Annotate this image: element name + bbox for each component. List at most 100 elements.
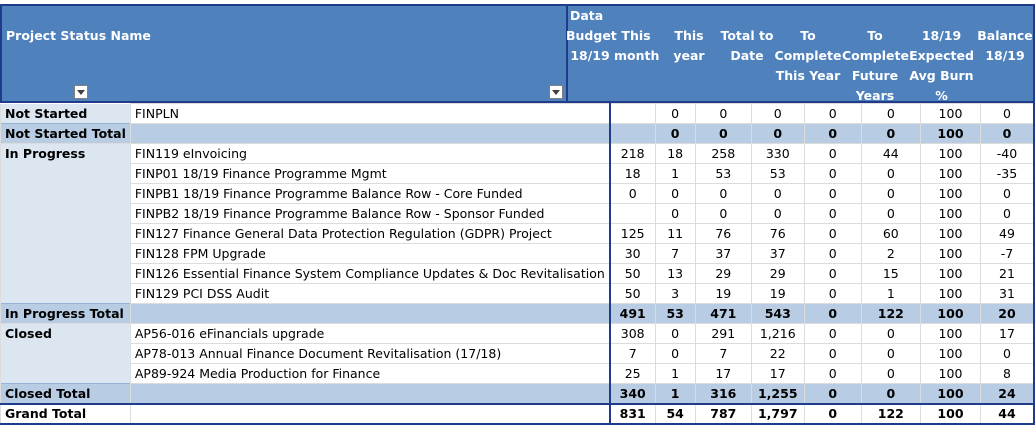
value-cell[interactable]: 1 — [654, 383, 696, 404]
value-cell[interactable]: 100 — [919, 303, 982, 324]
value-cell[interactable]: 100 — [919, 143, 982, 164]
value-cell[interactable]: 100 — [919, 343, 982, 364]
value-cell[interactable]: 24 — [980, 383, 1035, 404]
value-cell[interactable]: 100 — [919, 103, 982, 124]
value-cell[interactable]: 340 — [608, 383, 656, 404]
value-cell[interactable]: 19 — [694, 283, 752, 304]
value-cell[interactable]: 0 — [860, 123, 921, 144]
value-cell[interactable]: 0 — [750, 203, 805, 224]
value-cell[interactable]: 100 — [919, 383, 982, 404]
value-cell[interactable]: 0 — [803, 303, 862, 324]
value-cell[interactable]: 29 — [750, 263, 805, 284]
value-cell[interactable]: 258 — [694, 143, 752, 164]
value-cell[interactable]: 218 — [608, 143, 656, 164]
status-cell[interactable]: Not Started — [0, 103, 131, 124]
value-cell[interactable]: 0 — [860, 203, 921, 224]
value-cell[interactable]: 0 — [608, 183, 656, 204]
value-cell[interactable]: 100 — [919, 203, 982, 224]
value-cell[interactable]: 330 — [750, 143, 805, 164]
value-cell[interactable]: -7 — [980, 243, 1035, 264]
status-cell[interactable] — [0, 263, 131, 284]
total-label-cell[interactable]: Closed Total — [0, 383, 131, 404]
status-cell[interactable]: In Progress — [0, 143, 131, 164]
value-cell[interactable]: 22 — [750, 343, 805, 364]
value-cell[interactable]: 0 — [654, 323, 696, 344]
filter-dropdown-icon[interactable] — [74, 85, 88, 99]
value-cell[interactable] — [608, 103, 656, 124]
total-label-cell[interactable]: Grand Total — [0, 402, 131, 425]
value-cell[interactable]: 0 — [980, 203, 1035, 224]
value-cell[interactable]: 0 — [694, 183, 752, 204]
value-cell[interactable]: 54 — [654, 402, 696, 425]
value-cell[interactable]: 100 — [919, 323, 982, 344]
value-cell[interactable]: 1 — [654, 363, 696, 384]
value-cell[interactable]: 7 — [694, 343, 752, 364]
value-cell[interactable]: 0 — [750, 183, 805, 204]
value-cell[interactable]: 0 — [694, 203, 752, 224]
project-name-cell[interactable]: FINPB2 18/19 Finance Programme Balance R… — [129, 203, 611, 224]
value-cell[interactable]: 491 — [608, 303, 656, 324]
project-name-cell[interactable]: AP89-924 Media Production for Finance — [129, 363, 611, 384]
value-cell[interactable]: 0 — [803, 163, 862, 184]
value-cell[interactable]: 17 — [750, 363, 805, 384]
value-cell[interactable]: 1,255 — [750, 383, 805, 404]
value-cell[interactable]: 13 — [654, 263, 696, 284]
value-cell[interactable]: 0 — [803, 323, 862, 344]
project-name-cell[interactable]: FIN119 eInvoicing — [129, 143, 611, 164]
value-cell[interactable]: 0 — [803, 263, 862, 284]
value-cell[interactable]: 18 — [608, 163, 656, 184]
filter-dropdown-icon[interactable] — [549, 85, 563, 99]
value-cell[interactable]: 29 — [694, 263, 752, 284]
value-cell[interactable]: 0 — [694, 103, 752, 124]
status-cell[interactable] — [0, 163, 131, 184]
project-name-cell[interactable]: FIN126 Essential Finance System Complian… — [129, 263, 611, 284]
value-cell[interactable]: 0 — [803, 283, 862, 304]
value-cell[interactable]: 53 — [694, 163, 752, 184]
value-cell[interactable]: 0 — [803, 203, 862, 224]
value-cell[interactable]: 308 — [608, 323, 656, 344]
value-cell[interactable]: 0 — [803, 243, 862, 264]
project-name-cell[interactable]: FINP01 18/19 Finance Programme Mgmt — [129, 163, 611, 184]
value-cell[interactable]: 0 — [750, 123, 805, 144]
value-cell[interactable]: 44 — [980, 402, 1035, 425]
value-cell[interactable]: 0 — [860, 383, 921, 404]
project-name-cell[interactable]: FIN128 FPM Upgrade — [129, 243, 611, 264]
value-cell[interactable]: 543 — [750, 303, 805, 324]
status-cell[interactable] — [0, 223, 131, 244]
value-cell[interactable]: 0 — [803, 363, 862, 384]
value-cell[interactable]: 0 — [980, 123, 1035, 144]
value-cell[interactable]: 100 — [919, 163, 982, 184]
value-cell[interactable]: 1 — [654, 163, 696, 184]
value-cell[interactable]: 15 — [860, 263, 921, 284]
status-cell[interactable] — [0, 283, 131, 304]
value-cell[interactable]: 0 — [803, 143, 862, 164]
value-cell[interactable]: 0 — [694, 123, 752, 144]
value-cell[interactable]: 0 — [860, 323, 921, 344]
project-name-cell[interactable]: FIN129 PCI DSS Audit — [129, 283, 611, 304]
value-cell[interactable]: 0 — [980, 183, 1035, 204]
value-cell[interactable]: 122 — [860, 402, 921, 425]
value-cell[interactable]: 100 — [919, 283, 982, 304]
value-cell[interactable]: 2 — [860, 243, 921, 264]
value-cell[interactable]: 3 — [654, 283, 696, 304]
value-cell[interactable]: 17 — [980, 323, 1035, 344]
value-cell[interactable]: 100 — [919, 402, 982, 425]
value-cell[interactable]: 0 — [803, 183, 862, 204]
value-cell[interactable]: 11 — [654, 223, 696, 244]
value-cell[interactable]: 100 — [919, 263, 982, 284]
value-cell[interactable]: 0 — [654, 343, 696, 364]
project-name-cell[interactable]: FINPB1 18/19 Finance Programme Balance R… — [129, 183, 611, 204]
value-cell[interactable]: 316 — [694, 383, 752, 404]
value-cell[interactable]: 0 — [860, 183, 921, 204]
value-cell[interactable]: 100 — [919, 363, 982, 384]
value-cell[interactable]: 30 — [608, 243, 656, 264]
value-cell[interactable]: 1 — [860, 283, 921, 304]
value-cell[interactable]: 37 — [694, 243, 752, 264]
value-cell[interactable]: 21 — [980, 263, 1035, 284]
value-cell[interactable]: 0 — [803, 103, 862, 124]
value-cell[interactable]: 0 — [980, 343, 1035, 364]
value-cell[interactable]: 291 — [694, 323, 752, 344]
value-cell[interactable]: 1,216 — [750, 323, 805, 344]
status-cell[interactable] — [0, 203, 131, 224]
value-cell[interactable]: 100 — [919, 183, 982, 204]
